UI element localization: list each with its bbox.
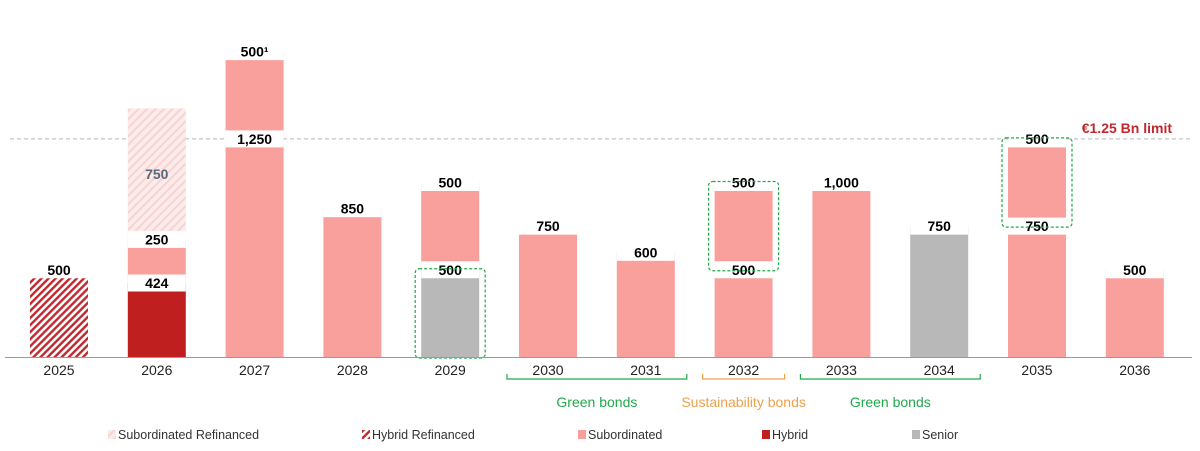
label-box-2034-1 bbox=[910, 217, 969, 235]
bar-2034-segment-1 bbox=[910, 226, 969, 357]
data-label-2030-1: 750 bbox=[536, 218, 560, 234]
legend-swatch-hybrid bbox=[762, 430, 770, 439]
green-highlight-2035 bbox=[1001, 137, 1073, 228]
label-box-2026-2 bbox=[127, 230, 186, 248]
bar-2025-segment-1 bbox=[30, 269, 88, 357]
x-tick-2034: 2034 bbox=[924, 362, 955, 378]
bracket-1 bbox=[506, 374, 688, 380]
label-box-2035-1 bbox=[1008, 217, 1066, 235]
data-label-2026-1: 424 bbox=[145, 275, 169, 291]
label-box-2033-1 bbox=[812, 174, 871, 191]
data-label-2029-2: 500 bbox=[439, 175, 463, 191]
label-box-2029-2 bbox=[421, 174, 480, 191]
bar-2029-segment-2 bbox=[421, 182, 480, 270]
label-box-2027-2 bbox=[225, 43, 284, 61]
bar-2028-segment-1 bbox=[323, 208, 382, 357]
x-tick-2033: 2033 bbox=[826, 362, 857, 378]
data-label-2027-2: 500¹ bbox=[241, 44, 269, 60]
bar-2032-segment-1 bbox=[714, 269, 773, 357]
bar-2035-segment-2 bbox=[1008, 138, 1066, 227]
bar-2027-segment-2 bbox=[225, 51, 284, 139]
annotation-label-3: Green bonds bbox=[850, 394, 931, 410]
x-tick-2031: 2031 bbox=[630, 362, 661, 378]
data-label-2033-1: 1,000 bbox=[824, 175, 859, 191]
label-box-2027-1 bbox=[225, 130, 284, 148]
data-label-2031-1: 600 bbox=[634, 244, 658, 260]
data-label-2034-1: 750 bbox=[928, 218, 952, 234]
bar-2031-segment-1 bbox=[616, 252, 675, 357]
label-box-2032-1 bbox=[714, 261, 773, 279]
data-label-2027-1: 1,250 bbox=[237, 131, 272, 147]
limit-label: €1.25 Bn limit bbox=[1082, 120, 1173, 136]
bar-2036-segment-1 bbox=[1105, 269, 1164, 357]
label-box-2029-1 bbox=[421, 261, 480, 279]
legend-label-senior: Senior bbox=[922, 428, 958, 442]
label-box-2032-2 bbox=[714, 174, 773, 191]
x-tick-2028: 2028 bbox=[337, 362, 368, 378]
bracket-3 bbox=[799, 374, 981, 380]
label-box-2028-1 bbox=[323, 200, 382, 218]
bar-2027-segment-1 bbox=[225, 138, 284, 357]
x-tick-2030: 2030 bbox=[532, 362, 563, 378]
bar-2026-segment-1 bbox=[127, 283, 186, 357]
label-box-2026-1 bbox=[127, 274, 186, 292]
x-tick-2026: 2026 bbox=[141, 362, 172, 378]
annotation-label-2: Sustainability bonds bbox=[681, 394, 806, 410]
label-box-2025-1 bbox=[30, 261, 88, 279]
data-label-2026-2: 250 bbox=[145, 231, 169, 247]
x-tick-2029: 2029 bbox=[435, 362, 466, 378]
x-tick-2035: 2035 bbox=[1021, 362, 1052, 378]
label-box-2035-2 bbox=[1008, 130, 1066, 148]
legend-swatch-hybrid_refinanced bbox=[362, 430, 370, 439]
bar-2029-segment-1 bbox=[421, 269, 480, 357]
legend-swatch-senior bbox=[912, 430, 920, 439]
legend-label-subordinated_refinanced: Subordinated Refinanced bbox=[118, 428, 259, 442]
bar-2032-segment-2 bbox=[714, 182, 773, 270]
green-highlight-2032 bbox=[707, 180, 780, 272]
data-label-2032-1: 500 bbox=[732, 262, 756, 278]
x-tick-2036: 2036 bbox=[1119, 362, 1150, 378]
data-label-2029-1: 500 bbox=[439, 262, 463, 278]
label-box-2030-1 bbox=[519, 217, 577, 235]
bracket-2 bbox=[702, 374, 786, 380]
data-label-2035-1: 750 bbox=[1025, 218, 1049, 234]
data-label-2028-1: 850 bbox=[341, 201, 365, 217]
x-tick-2025: 2025 bbox=[43, 362, 74, 378]
data-label-2032-2: 500 bbox=[732, 175, 756, 191]
x-tick-2027: 2027 bbox=[239, 362, 270, 378]
bar-2033-segment-1 bbox=[812, 182, 871, 357]
bar-2030-segment-1 bbox=[519, 226, 577, 357]
legend-label-hybrid_refinanced: Hybrid Refinanced bbox=[372, 428, 475, 442]
bar-2026-segment-3 bbox=[127, 108, 186, 240]
data-label-2025-1: 500 bbox=[47, 262, 71, 278]
legend-swatch-subordinated bbox=[578, 430, 586, 439]
data-label-2036-1: 500 bbox=[1123, 262, 1147, 278]
annotation-label-1: Green bonds bbox=[556, 394, 637, 410]
data-label-2026-3: 750 bbox=[145, 166, 169, 182]
data-label-2035-2: 500 bbox=[1025, 131, 1049, 147]
label-box-2036-1 bbox=[1105, 261, 1164, 279]
legend-swatch-subordinated_refinanced bbox=[108, 430, 116, 439]
legend-label-hybrid: Hybrid bbox=[772, 428, 808, 442]
x-tick-2032: 2032 bbox=[728, 362, 759, 378]
bar-2035-segment-1 bbox=[1008, 226, 1066, 357]
label-box-2031-1 bbox=[616, 243, 675, 261]
legend-label-subordinated: Subordinated bbox=[588, 428, 662, 442]
